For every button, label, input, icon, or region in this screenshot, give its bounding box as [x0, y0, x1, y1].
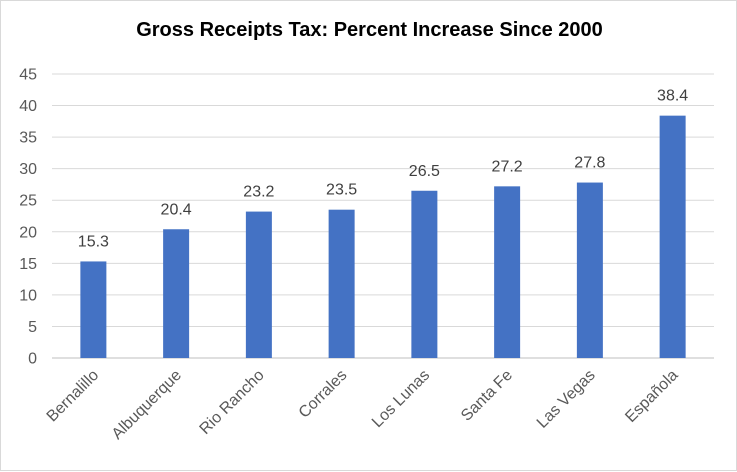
data-label: 27.2: [492, 158, 523, 175]
bar: [80, 261, 107, 358]
data-label: 26.5: [409, 163, 440, 180]
bar: [328, 209, 355, 358]
data-label: 20.4: [161, 201, 192, 218]
data-label: 23.5: [326, 182, 357, 199]
bar: [576, 182, 603, 358]
y-tick-label: 25: [19, 193, 37, 210]
x-tick-label: Santa Fe: [458, 367, 516, 425]
bar: [659, 115, 686, 358]
x-axis: Bernalillo Albuquerque Rio Rancho Corrales L…: [44, 367, 682, 443]
x-tick-label: Corrales: [296, 367, 351, 422]
data-label: 38.4: [657, 88, 688, 105]
gridlines: [52, 73, 714, 359]
x-tick-label: Rio Rancho: [197, 367, 268, 438]
x-tick-label: Española: [622, 367, 681, 426]
data-label: 27.8: [574, 155, 605, 172]
x-tick-label: Las Vegas: [534, 367, 599, 432]
y-tick-label: 10: [19, 287, 37, 304]
y-tick-label: 45: [19, 67, 37, 84]
y-tick-label: 0: [28, 351, 37, 368]
chart-title: Gross Receipts Tax: Percent Increase Sin…: [136, 19, 603, 41]
bar: [163, 229, 190, 358]
data-labels: 15.3 20.4 23.2 23.5 26.5 27.2 27.8 38.4: [78, 88, 688, 251]
y-tick-label: 40: [19, 98, 37, 115]
y-tick-label: 5: [28, 319, 37, 336]
x-tick-label: Bernalillo: [44, 367, 103, 426]
y-tick-label: 20: [19, 224, 37, 241]
bar: [411, 190, 438, 358]
y-tick-label: 35: [19, 130, 37, 147]
bar: [494, 186, 521, 358]
y-tick-label: 15: [19, 256, 37, 273]
data-label: 15.3: [78, 233, 109, 250]
y-tick-label: 30: [19, 161, 37, 178]
x-tick-label: Albuquerque: [109, 367, 185, 443]
bar: [245, 211, 272, 358]
bars: [80, 115, 686, 358]
data-label: 23.2: [243, 184, 274, 201]
x-tick-label: Los Lunas: [369, 367, 433, 431]
y-axis: 0 5 10 15 20 25 30 35 40 45: [19, 67, 37, 368]
